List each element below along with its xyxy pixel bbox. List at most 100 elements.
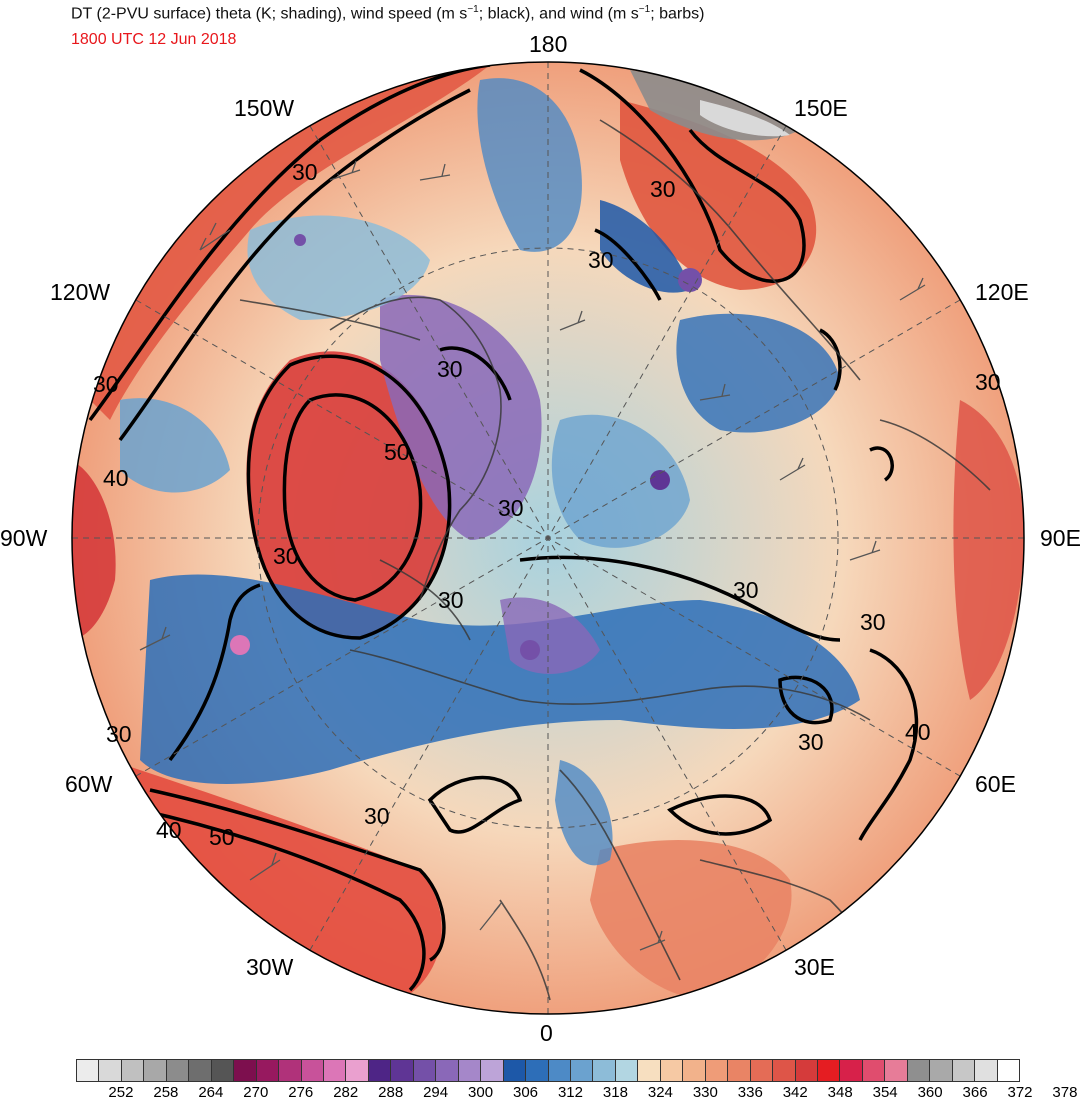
colorbar-swatch xyxy=(346,1060,369,1081)
lon-label-120e: 120E xyxy=(975,279,1029,305)
colorbar-swatch xyxy=(885,1060,908,1081)
contour-label: 50 xyxy=(209,824,235,850)
colorbar-labels: 252 258 264 270 276 282 288 294 300 306 312 318 324 3… xyxy=(0,1084,1088,1104)
contour-label: 30 xyxy=(106,721,132,747)
colorbar-swatch xyxy=(750,1060,774,1081)
contour-label: 30 xyxy=(975,369,1001,395)
colorbar-tick-label: 282 xyxy=(333,1084,359,1101)
title-part: ; black), and wind (m s xyxy=(478,5,639,23)
colorbar-swatch xyxy=(256,1060,280,1081)
contour-label: 30 xyxy=(798,729,824,755)
colorbar-swatch xyxy=(368,1060,392,1081)
colorbar-swatch xyxy=(907,1060,931,1081)
colorbar-tick-label: 354 xyxy=(872,1084,898,1101)
contour-label: 40 xyxy=(905,719,931,745)
title-part: DT (2-PVU surface) theta (K; shading), w… xyxy=(71,5,468,23)
lon-label-90w: 90W xyxy=(0,525,48,551)
colorbar-swatch xyxy=(570,1060,594,1081)
lon-label-150w: 150W xyxy=(234,95,295,121)
colorbar-tick-label: 330 xyxy=(692,1084,718,1101)
colorbar-swatch xyxy=(840,1060,863,1081)
contour-label: 30 xyxy=(437,356,463,382)
colorbar-swatch xyxy=(526,1060,549,1081)
contour-label: 50 xyxy=(384,439,410,465)
colorbar-swatch xyxy=(436,1060,459,1081)
lon-label-0: 0 xyxy=(540,1020,553,1046)
colorbar-tick-label: 372 xyxy=(1007,1084,1033,1101)
colorbar-swatch xyxy=(503,1060,527,1081)
title-superscript: −1 xyxy=(467,4,479,15)
colorbar-swatch xyxy=(279,1060,302,1081)
contour-label: 40 xyxy=(103,465,129,491)
colorbar-tick-label: 312 xyxy=(557,1084,583,1101)
contour-value-labels: 30 30 30 40 50 30 30 30 30 30 30 30 30 3… xyxy=(93,159,1001,850)
title-superscript: −1 xyxy=(638,4,651,15)
theta-shading xyxy=(72,62,1024,1014)
colorbar-tick-label: 276 xyxy=(288,1084,314,1101)
colorbar xyxy=(76,1059,1020,1082)
colorbar-swatch xyxy=(683,1060,706,1081)
wind-barbs xyxy=(139,160,926,951)
colorbar-swatch xyxy=(728,1060,751,1081)
coastlines xyxy=(239,119,991,1001)
colorbar-swatch xyxy=(211,1060,235,1081)
lon-label-30w: 30W xyxy=(246,954,294,980)
colorbar-tick-label: 324 xyxy=(647,1084,673,1101)
colorbar-tick-label: 270 xyxy=(243,1084,269,1101)
contour-label: 30 xyxy=(650,176,676,202)
colorbar-swatch xyxy=(817,1060,841,1081)
colorbar-tick-label: 360 xyxy=(917,1084,943,1101)
colorbar-swatch xyxy=(189,1060,212,1081)
lon-label-180: 180 xyxy=(529,31,568,57)
figure-title: DT (2-PVU surface) theta (K; shading), w… xyxy=(71,4,704,23)
colorbar-swatch xyxy=(638,1060,661,1081)
colorbar-tick-label: 300 xyxy=(468,1084,494,1101)
lon-label-60e: 60E xyxy=(975,771,1016,797)
colorbar-tick-label: 318 xyxy=(602,1084,628,1101)
colorbar-swatch xyxy=(121,1060,145,1081)
colorbar-swatch xyxy=(930,1060,953,1081)
lon-label-90e: 90E xyxy=(1040,525,1081,551)
colorbar-swatch xyxy=(301,1060,324,1081)
contour-label: 30 xyxy=(273,543,299,569)
contour-label: 30 xyxy=(860,609,886,635)
contour-label: 40 xyxy=(156,817,182,843)
colorbar-swatch xyxy=(144,1060,167,1081)
colorbar-swatch xyxy=(952,1060,976,1081)
colorbar-swatch xyxy=(773,1060,796,1081)
colorbar-swatch xyxy=(77,1060,100,1081)
colorbar-tick-label: 306 xyxy=(513,1084,539,1101)
contour-label: 30 xyxy=(733,577,759,603)
lon-label-120w: 120W xyxy=(50,279,111,305)
colorbar-swatch xyxy=(458,1060,482,1081)
map-boundary xyxy=(71,61,1025,1015)
colorbar-swatch xyxy=(975,1060,998,1081)
colorbar-tick-label: 264 xyxy=(198,1084,224,1101)
colorbar-swatch xyxy=(391,1060,414,1081)
colorbar-tick-label: 252 xyxy=(108,1084,134,1101)
colorbar-swatch xyxy=(862,1060,886,1081)
contour-label: 30 xyxy=(364,803,390,829)
colorbar-swatch xyxy=(548,1060,571,1081)
colorbar-tick-label: 294 xyxy=(423,1084,449,1101)
colorbar-swatch xyxy=(166,1060,190,1081)
valid-time: 1800 UTC 12 Jun 2018 xyxy=(71,31,237,48)
colorbar-swatch xyxy=(413,1060,437,1081)
contour-label: 30 xyxy=(438,587,464,613)
colorbar-tick-label: 336 xyxy=(737,1084,763,1101)
colorbar-swatch xyxy=(997,1060,1020,1081)
colorbar-swatch xyxy=(660,1060,684,1081)
contour-label: 30 xyxy=(498,495,524,521)
colorbar-swatch xyxy=(323,1060,347,1081)
contour-label: 30 xyxy=(93,371,119,397)
contour-label: 30 xyxy=(588,247,614,273)
contour-label: 30 xyxy=(292,159,318,185)
colorbar-swatch xyxy=(99,1060,122,1081)
graticule xyxy=(72,62,1024,1014)
lon-label-150e: 150E xyxy=(794,95,848,121)
colorbar-tick-label: 348 xyxy=(827,1084,853,1101)
colorbar-swatch xyxy=(593,1060,616,1081)
colorbar-swatch xyxy=(615,1060,639,1081)
colorbar-swatch xyxy=(481,1060,504,1081)
